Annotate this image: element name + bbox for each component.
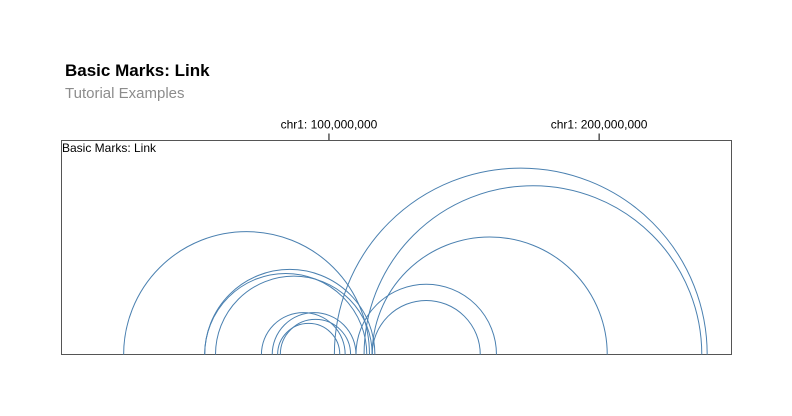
link-arc	[279, 318, 352, 355]
x-axis: chr1: 100,000,000 chr1: 200,000,000	[281, 118, 648, 141]
x-axis-tick-label: chr1: 100,000,000	[281, 118, 378, 132]
link-arcs	[123, 167, 708, 355]
track-title: Basic Marks: Link	[62, 141, 157, 155]
link-arc	[123, 231, 370, 355]
link-arc	[333, 167, 708, 355]
link-arc	[371, 299, 481, 355]
link-arc	[271, 312, 357, 355]
chart-title: Basic Marks: Link	[65, 61, 210, 80]
link-arc	[363, 185, 703, 355]
track-frame	[61, 140, 732, 355]
link-arc	[204, 272, 368, 355]
link-arc	[214, 275, 373, 355]
chart-subtitle: Tutorial Examples	[65, 85, 185, 102]
x-axis-tick-label: chr1: 200,000,000	[551, 118, 648, 132]
link-arc	[260, 312, 346, 355]
link-arc	[277, 322, 341, 355]
link-arc	[355, 283, 497, 355]
link-arc	[371, 236, 608, 355]
